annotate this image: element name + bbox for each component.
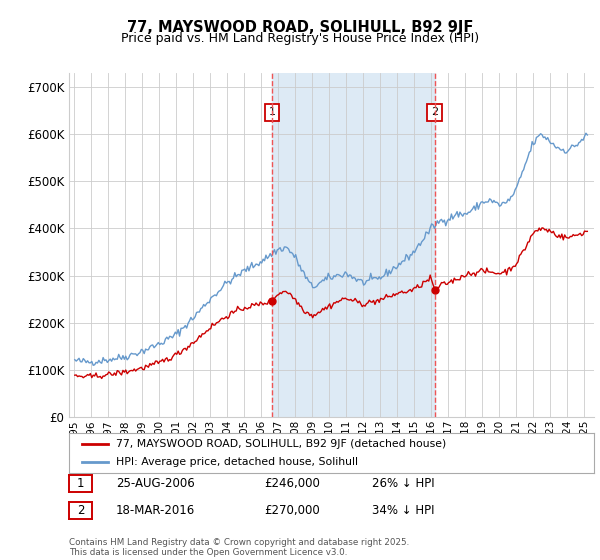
Text: 25-AUG-2006: 25-AUG-2006 [116,477,194,491]
Text: 77, MAYSWOOD ROAD, SOLIHULL, B92 9JF (detached house): 77, MAYSWOOD ROAD, SOLIHULL, B92 9JF (de… [116,439,446,449]
Text: 2: 2 [431,108,438,118]
Text: HPI: Average price, detached house, Solihull: HPI: Average price, detached house, Soli… [116,458,358,467]
Text: 1: 1 [77,477,84,491]
Text: 26% ↓ HPI: 26% ↓ HPI [372,477,434,491]
Text: Contains HM Land Registry data © Crown copyright and database right 2025.
This d: Contains HM Land Registry data © Crown c… [69,538,409,557]
Text: Price paid vs. HM Land Registry's House Price Index (HPI): Price paid vs. HM Land Registry's House … [121,32,479,45]
Text: 77, MAYSWOOD ROAD, SOLIHULL, B92 9JF: 77, MAYSWOOD ROAD, SOLIHULL, B92 9JF [127,20,473,35]
Text: 1: 1 [269,108,275,118]
Text: £246,000: £246,000 [264,477,320,491]
Text: 2: 2 [77,504,84,517]
Bar [272,73,434,417]
Text: £270,000: £270,000 [264,504,320,517]
Text: 34% ↓ HPI: 34% ↓ HPI [372,504,434,517]
Text: 18-MAR-2016: 18-MAR-2016 [116,504,195,517]
